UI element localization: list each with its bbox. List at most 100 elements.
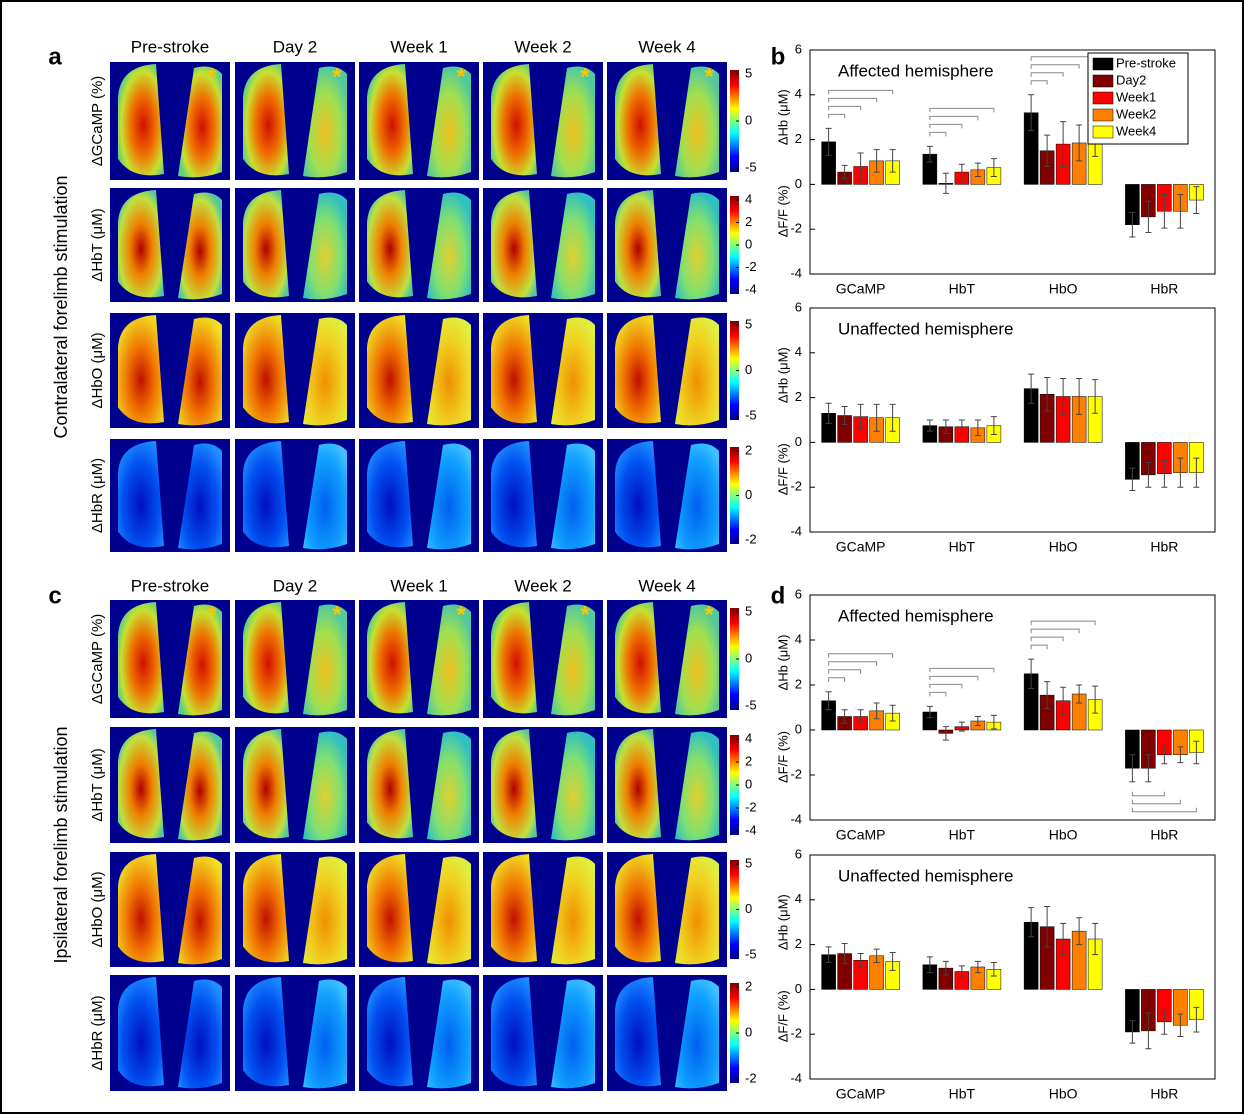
right-hemisphere [303,731,347,841]
error-bar [1028,907,1035,938]
y-tick-label: 0 [795,176,802,191]
colorbar-tick-label: 5 [745,603,752,618]
marker: * [704,63,714,90]
significance-bracket [828,113,846,119]
right-hemisphere [427,192,471,300]
left-hemisphere [118,441,164,548]
row-label: ΔHbO (μM) [89,332,106,408]
right-hemisphere [303,66,347,178]
colorbar-tick-label: -2 [745,799,757,814]
error-bar [1092,379,1099,414]
significance-bracket [1030,628,1080,634]
error-bar [1060,686,1067,715]
right-hemisphere [675,66,719,178]
error-bar [1060,378,1067,415]
error-bar [1092,685,1099,714]
significance-bracket [828,653,894,658]
axes-frame [809,854,1216,1080]
legend-label: Week2 [1116,106,1156,121]
x-tick-label: HbT [949,1086,976,1102]
colorbar-tick-label: 2 [745,978,752,993]
error-bar [1044,681,1051,710]
marker: * [580,601,590,628]
y-tick-label: -2 [790,1026,802,1041]
colorbar [730,70,739,172]
right-hemisphere [675,192,719,300]
error-bar [1044,134,1051,167]
y-tick-label: 6 [795,586,802,601]
marker: * [207,63,217,90]
significance-bracket [1131,807,1197,813]
right-hemisphere [427,731,471,841]
marker: * [704,601,714,628]
error-bar [889,149,896,173]
right-hemisphere [427,979,471,1089]
colorbar-tick-label: 0 [745,1024,752,1039]
colorbar-tick-label: -2 [745,259,757,274]
legend-swatch [1092,74,1114,88]
colorbar-tick-label: 0 [745,901,752,916]
left-hemisphere [491,602,537,714]
error-bar [1145,200,1152,234]
error-bar [974,716,981,726]
side-title: Contralateral forelimb stimulation [51,175,71,438]
colorbar-tick-label: 5 [745,65,752,80]
y-tick-label: -4 [790,523,802,538]
column-header: Pre-stroke [131,576,209,595]
right-hemisphere [551,979,595,1089]
right-hemisphere [303,317,347,426]
colorbar [730,447,739,544]
right-hemisphere [551,604,595,716]
row-label: ΔHbR (μM) [89,995,106,1070]
error-bar [857,403,864,430]
error-bar [926,419,933,432]
significance-bracket [1030,64,1080,69]
error-bar [873,149,880,173]
right-hemisphere [303,604,347,716]
left-hemisphere [491,315,537,424]
colorbar-tick-label: -4 [745,822,757,837]
colorbar-tick-label: 0 [745,487,752,502]
error-bar [958,419,965,434]
error-bar [1161,745,1168,765]
colorbar-tick-label: 0 [745,112,752,127]
error-bar [1129,1020,1136,1044]
y-label: ΔF/F (%) [775,990,790,1042]
significance-bracket [929,675,979,681]
right-hemisphere [675,856,719,965]
panel-label: d [771,582,786,609]
left-hemisphere [615,441,661,548]
panel-label: c [48,582,61,609]
right-hemisphere [303,979,347,1089]
error-bar [942,172,949,194]
significance-bracket [929,107,995,113]
y-tick-label: 0 [795,721,802,736]
error-bar [990,714,997,730]
y-tick-label: -4 [790,811,802,826]
error-bar [1028,658,1035,689]
left-hemisphere [367,729,413,839]
left-hemisphere [243,602,289,714]
column-header: Day 2 [273,576,317,595]
right-hemisphere [551,192,595,300]
left-hemisphere [491,729,537,839]
legend-swatch [1092,91,1114,105]
y-tick-label: 4 [795,891,802,906]
error-bar [990,416,997,436]
right-hemisphere [178,192,222,300]
significance-bracket [1030,620,1096,626]
significance-bracket [929,123,963,129]
y-tick-label: 2 [795,389,802,404]
colorbar-tick-label: -4 [745,281,757,296]
right-hemisphere [551,317,595,426]
y-label: ΔF/F (%) [775,731,790,783]
y-label: ΔHb (μM) [775,894,790,950]
y-tick-label: 6 [795,41,802,56]
error-bar [1044,906,1051,948]
left-hemisphere [615,602,661,714]
colorbar-tick-label: -5 [745,697,757,712]
left-hemisphere [367,190,413,298]
column-header: Week 2 [514,576,571,595]
x-tick-label: HbT [949,539,976,555]
